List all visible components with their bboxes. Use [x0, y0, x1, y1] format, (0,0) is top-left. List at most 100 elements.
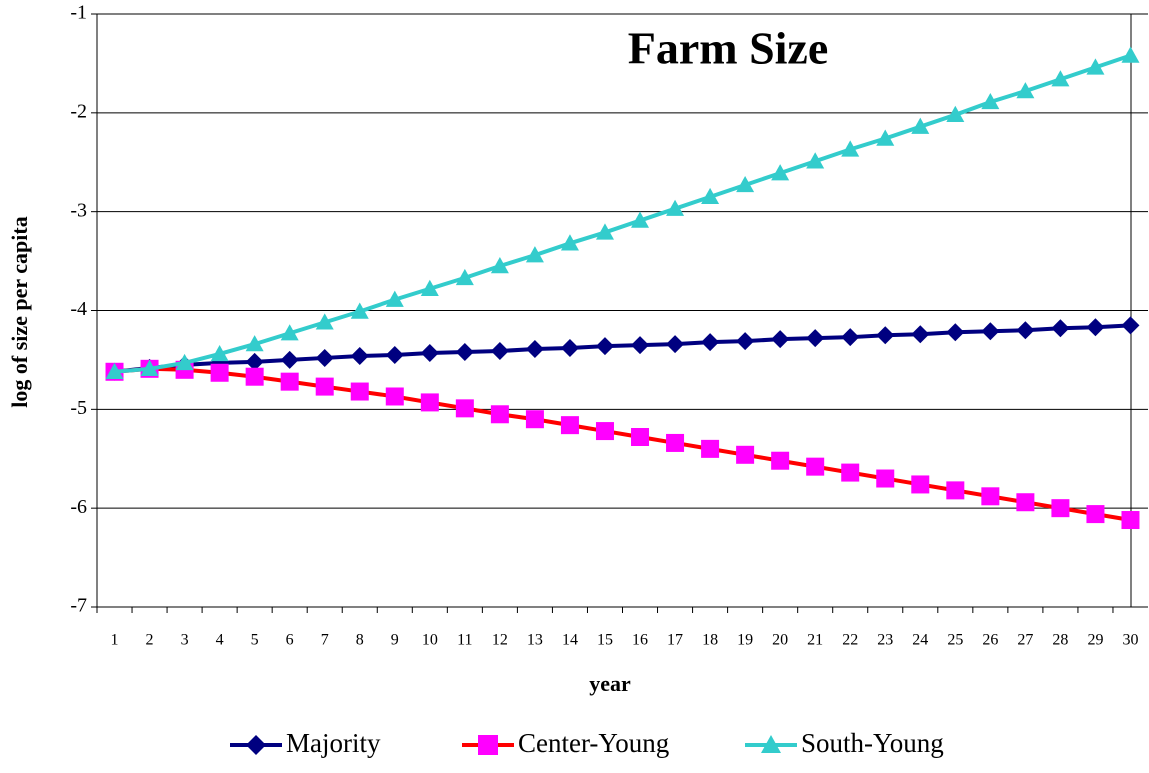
marker — [420, 393, 439, 412]
marker — [350, 302, 369, 319]
marker — [280, 324, 299, 341]
x-tick-label: 14 — [562, 632, 578, 649]
x-tick-label: 16 — [632, 632, 648, 649]
marker — [560, 416, 579, 435]
marker — [981, 487, 1000, 506]
legend-marker — [761, 735, 781, 753]
marker — [806, 329, 825, 348]
x-tick-label: 26 — [982, 632, 998, 649]
marker — [1086, 58, 1105, 75]
marker — [1086, 505, 1105, 524]
series-line — [114, 53, 1132, 374]
marker — [315, 348, 334, 367]
legend-marker — [246, 735, 266, 755]
marker — [911, 475, 930, 494]
marker — [245, 367, 264, 386]
x-tick-label: 12 — [492, 632, 508, 649]
x-tick-label: 25 — [947, 632, 963, 649]
x-tick-label: 24 — [912, 632, 928, 649]
plot-border — [96, 13, 1132, 608]
marker — [771, 330, 790, 349]
y-axis-title: log of size per capita — [7, 216, 32, 407]
x-tick-label: 20 — [772, 632, 788, 649]
marker — [666, 433, 685, 452]
x-tick-label: 10 — [422, 632, 438, 649]
marker — [701, 333, 720, 352]
marker — [595, 422, 614, 441]
marker — [736, 332, 755, 351]
legend-label: South-Young — [801, 728, 944, 758]
marker — [385, 290, 404, 307]
marker — [315, 313, 334, 330]
marker — [525, 246, 544, 263]
marker — [981, 92, 1000, 110]
marker — [946, 323, 965, 342]
chart-title: Farm Size — [628, 23, 829, 74]
x-tick-label: 9 — [391, 632, 399, 649]
marker — [490, 257, 509, 274]
x-tick-label: 11 — [457, 632, 472, 649]
y-tick-label: -6 — [70, 496, 87, 518]
marker — [595, 223, 614, 240]
marker — [736, 175, 755, 193]
marker — [525, 340, 544, 359]
marker — [350, 382, 369, 401]
y-tick-label: -1 — [70, 2, 87, 24]
marker — [350, 346, 369, 365]
x-tick-label: 2 — [146, 632, 154, 649]
marker — [210, 363, 229, 382]
legend-label: Center-Young — [518, 728, 669, 758]
x-tick-label: 27 — [1017, 632, 1033, 649]
marker — [490, 405, 509, 424]
marker — [1016, 321, 1035, 340]
marker — [175, 353, 194, 371]
marker — [1121, 316, 1140, 335]
marker — [771, 164, 790, 181]
marker — [420, 343, 439, 362]
marker — [876, 469, 895, 488]
marker — [631, 336, 650, 355]
y-tick-label: -5 — [70, 397, 87, 419]
x-tick-label: 1 — [111, 632, 119, 649]
x-tick-label: 29 — [1087, 632, 1103, 649]
marker — [701, 187, 720, 205]
x-tick-label: 19 — [737, 632, 753, 649]
marker — [245, 335, 264, 352]
legend-marker — [478, 735, 498, 755]
marker — [806, 457, 825, 476]
x-tick-label: 6 — [286, 632, 294, 649]
marker — [280, 350, 299, 369]
marker — [1051, 319, 1070, 338]
x-tick-label: 5 — [251, 632, 259, 649]
marker — [525, 410, 544, 429]
x-tick-label: 15 — [597, 632, 613, 649]
marker — [595, 337, 614, 356]
x-tick-label: 28 — [1052, 632, 1068, 649]
x-tick-label: 13 — [527, 632, 543, 649]
marker — [280, 372, 299, 391]
marker — [420, 279, 439, 296]
x-tick-label: 17 — [667, 632, 683, 649]
marker — [946, 105, 965, 123]
marker — [666, 335, 685, 354]
marker — [771, 451, 790, 470]
x-tick-label: 7 — [321, 632, 329, 649]
marker — [631, 428, 650, 447]
x-tick-label: 8 — [356, 632, 364, 649]
marker — [946, 481, 965, 500]
x-axis-title: year — [589, 671, 631, 696]
marker — [1051, 499, 1070, 518]
x-tick-label: 22 — [842, 632, 858, 649]
x-tick-label: 23 — [877, 632, 893, 649]
series-line — [114, 366, 1131, 522]
marker — [701, 439, 720, 458]
marker — [631, 211, 650, 228]
marker — [1016, 493, 1035, 512]
marker — [455, 343, 474, 362]
marker — [490, 342, 509, 361]
marker — [385, 345, 404, 364]
marker — [841, 328, 860, 347]
marker — [1051, 70, 1070, 87]
marker — [981, 322, 1000, 341]
